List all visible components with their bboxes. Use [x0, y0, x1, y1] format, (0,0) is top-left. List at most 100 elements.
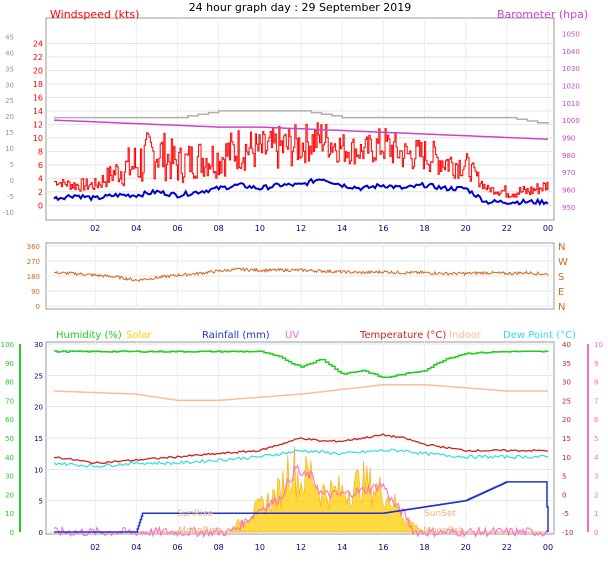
- outer-tick-label: 10: [5, 145, 14, 153]
- uv-tick-label: 0: [594, 529, 598, 537]
- x-tick-label: 06: [172, 543, 182, 552]
- temp-panel-annotations: SunRise SunSet MoonRise MoonSet: [177, 509, 463, 536]
- x-tick-label: 04: [131, 543, 141, 552]
- barometer-tick-label: 1030: [562, 65, 580, 73]
- windspeed-tick-label: 10: [33, 134, 43, 143]
- humidity-tick-label: 30: [5, 473, 14, 481]
- humidity-tick-label: 90: [5, 360, 14, 368]
- outer-tick-label: 45: [5, 33, 14, 41]
- legend-entry: Solar: [126, 330, 152, 341]
- direction-tick-label: 270: [27, 258, 40, 266]
- temperature-tick-label: 35: [562, 360, 571, 368]
- temp-panel-legend: Humidity (%) Solar Rainfall (mm) UV Temperat…: [56, 330, 576, 341]
- uv-tick-label: 2: [594, 491, 598, 499]
- temperature-tick-label: -5: [562, 510, 569, 518]
- windspeed-tick-label: 12: [33, 120, 43, 129]
- humidity-tick-label: 100: [1, 341, 14, 349]
- wind-panel-x-ticks: 02 04 06 08 10 12 14 16 18 20 22 00: [90, 224, 553, 233]
- wind-direction-line: [53, 266, 549, 282]
- windspeed-tick-label: 16: [33, 93, 43, 102]
- x-tick-label: 18: [419, 224, 429, 233]
- direction-tick-label: 90: [31, 288, 40, 296]
- temperature-tick-label: -10: [562, 529, 573, 537]
- barometer-tick-label: 950: [562, 204, 575, 212]
- outer-tick-label: -10: [3, 209, 14, 217]
- annotation-moonset: MoonSet: [423, 526, 463, 536]
- x-tick-label: 12: [296, 543, 306, 552]
- legend-entry: Indoor: [449, 330, 482, 341]
- direction-tick-label: 180: [27, 273, 40, 281]
- outer-tick-label: 25: [5, 97, 14, 105]
- dew-point-line: [53, 448, 548, 468]
- uv-tick-label: 7: [594, 397, 598, 405]
- legend-entry: Dew Point (°C): [503, 330, 576, 341]
- x-tick-label: 00: [543, 224, 553, 233]
- windspeed-tick-label: 20: [33, 66, 43, 75]
- temperature-tick-label: 15: [562, 435, 571, 443]
- x-tick-label: 04: [131, 224, 141, 233]
- barometer-tick-label: 990: [562, 134, 575, 142]
- annotation-sunrise: SunRise: [177, 509, 214, 519]
- compass-tick-label: W: [558, 257, 568, 268]
- compass-tick-label: S: [558, 272, 564, 283]
- humidity-tick-label: 70: [5, 397, 14, 405]
- annotation-sunset: SunSet: [424, 509, 456, 519]
- windspeed-axis-label: Windspeed (kts): [50, 8, 139, 21]
- humidity-tick-label: 10: [5, 510, 14, 518]
- x-tick-label: 16: [378, 224, 388, 233]
- direction-tick-label: 0: [36, 303, 40, 311]
- barometer-tick-label: 970: [562, 169, 575, 177]
- compass-tick-label: E: [558, 287, 564, 298]
- temperature-tick-label: 10: [562, 454, 571, 462]
- x-tick-label: 22: [502, 224, 512, 233]
- uv-tick-label: 1: [594, 510, 598, 518]
- x-tick-label: 02: [90, 543, 100, 552]
- x-tick-label: 18: [419, 543, 429, 552]
- outer-tick-label: 30: [5, 81, 14, 89]
- outer-tick-label: 15: [5, 129, 14, 137]
- temp-panel-series: [53, 350, 549, 538]
- outer-tick-label: 5: [10, 161, 14, 169]
- rainfall-tick-label: 0: [39, 529, 43, 537]
- x-tick-label: 14: [337, 224, 347, 233]
- rainfall-tick-label: 25: [34, 372, 43, 380]
- annotation-moonrise: MoonRise: [178, 526, 222, 536]
- uv-tick-label: 6: [594, 416, 599, 424]
- outer-tick-label: 35: [5, 65, 14, 73]
- legend-entry: Humidity (%): [56, 330, 122, 341]
- windspeed-tick-label: 14: [33, 107, 43, 116]
- x-tick-label: 16: [378, 543, 388, 552]
- indoor-temperature-line: [53, 383, 548, 402]
- temperature-tick-label: 30: [562, 379, 571, 387]
- x-tick-label: 20: [461, 224, 471, 233]
- direction-panel-series: [53, 266, 549, 282]
- humidity-tick-label: 40: [5, 454, 14, 462]
- x-tick-label: 02: [90, 224, 100, 233]
- rainfall-tick-label: 5: [39, 498, 43, 506]
- barometer-tick-label: 1000: [562, 117, 580, 125]
- windspeed-tick-label: 18: [33, 80, 43, 89]
- x-tick-label: 00: [543, 543, 553, 552]
- windspeed-tick-label: 2: [38, 188, 43, 197]
- windspeed-line: [54, 122, 549, 198]
- humidity-tick-label: 80: [5, 379, 14, 387]
- x-tick-label: 10: [255, 543, 265, 552]
- average-wind-line: [53, 177, 549, 207]
- x-tick-label: 22: [502, 543, 512, 552]
- barometer-tick-label: 1040: [562, 48, 580, 56]
- x-tick-label: 14: [337, 543, 347, 552]
- temperature-line: [53, 433, 549, 465]
- outer-tick-label: -5: [7, 193, 14, 201]
- humidity-tick-label: 0: [10, 529, 14, 537]
- rainfall-tick-label: 15: [34, 435, 43, 443]
- wind-panel-series: [53, 110, 549, 207]
- barometer-line: [53, 119, 549, 140]
- uv-tick-label: 3: [594, 473, 598, 481]
- windspeed-tick-label: 24: [33, 39, 43, 48]
- temperature-tick-label: 0: [562, 491, 566, 499]
- x-tick-label: 08: [214, 543, 224, 552]
- compass-tick-label: N: [558, 242, 565, 253]
- uv-tick-label: 5: [594, 435, 598, 443]
- chart-title: 24 hour graph day : 29 September 2019: [189, 1, 412, 14]
